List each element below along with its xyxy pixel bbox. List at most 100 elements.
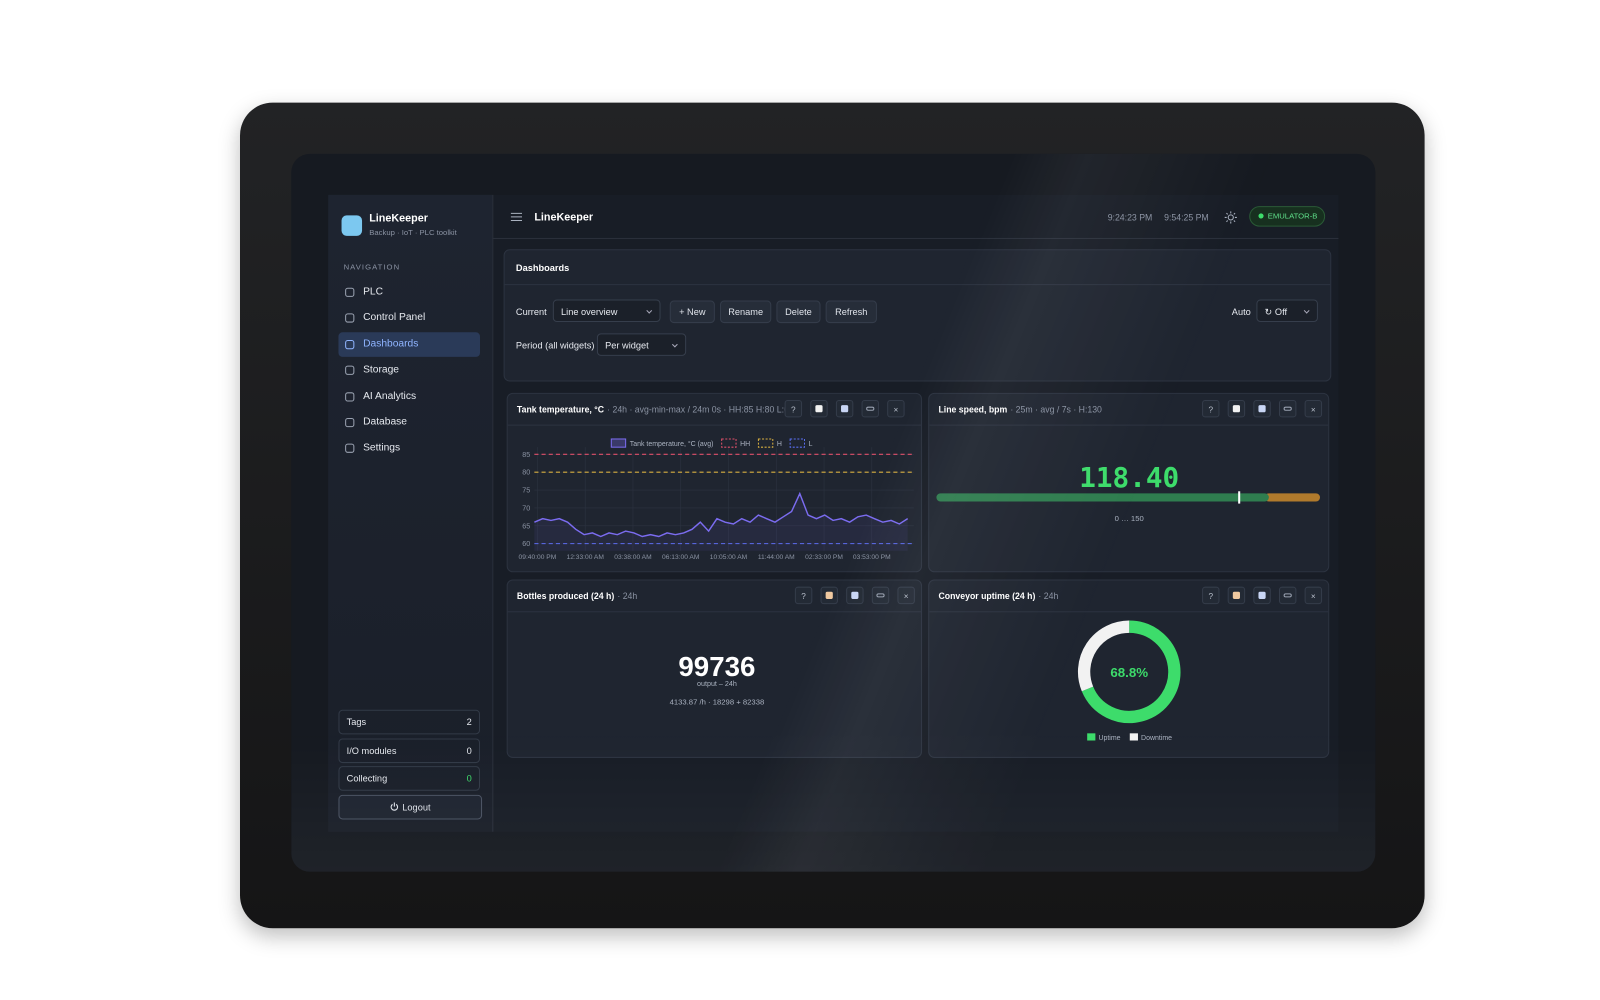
widget-button-link[interactable] (871, 586, 890, 605)
nav-icon (345, 287, 355, 297)
auto-select-value: Off (1274, 306, 1288, 317)
widget-button-icon (1232, 405, 1240, 413)
icon-shape (1258, 591, 1266, 599)
toolbar-title: Dashboards (515, 262, 570, 273)
widget-title: Bottles produced (24 h) · 24h (517, 591, 637, 601)
icon-shape (1232, 591, 1240, 599)
widget-button-link[interactable] (1278, 586, 1297, 605)
widget-button-label: ? (791, 405, 796, 415)
widget-button-copy[interactable] (820, 586, 838, 605)
uptime-donut: 68.8% Uptime Downtime (1077, 620, 1181, 742)
brand: LineKeeper (369, 212, 428, 225)
nav-icon-shape (345, 313, 355, 323)
nav-icon-shape (345, 365, 355, 376)
nav-item[interactable]: PLC (338, 280, 480, 305)
widget-button-export[interactable] (835, 399, 854, 418)
x-tick-label: 06:13:00 AM (662, 554, 699, 561)
widget-title-text: Line speed, bpm (938, 404, 1008, 415)
y-tick-label: 65 (522, 522, 530, 530)
nav-item[interactable]: Storage (338, 358, 480, 383)
nav-icon-shape (345, 443, 355, 454)
widget-button-link[interactable] (1278, 399, 1297, 418)
legend-label: L (809, 441, 813, 448)
toolbar-button[interactable]: Rename (719, 300, 772, 324)
y-tick-label: 85 (522, 451, 530, 459)
widget-title-text: Conveyor uptime (24 h) (938, 590, 1036, 602)
nav-item[interactable]: AI Analytics (338, 384, 480, 409)
widget-button-help[interactable]: ? (1202, 586, 1220, 605)
nav-label: Settings (363, 442, 401, 454)
nav-icon-shape (345, 287, 355, 297)
icon-shape (1232, 405, 1240, 413)
stat-value: 0 (466, 745, 472, 756)
donut-segment (1077, 620, 1130, 692)
period-label: Period (all widgets) (515, 340, 595, 351)
nav-item[interactable]: Control Panel (338, 306, 480, 331)
widget-button-copy[interactable] (1227, 399, 1246, 418)
widget-button-export[interactable] (846, 586, 864, 605)
widget-button-icon (1283, 406, 1292, 411)
legend-swatch (610, 438, 627, 448)
widget-button-copy[interactable] (810, 399, 828, 418)
menu-icon[interactable] (510, 212, 523, 222)
widget-header: Conveyor uptime (24 h) · 24h (929, 581, 1329, 613)
logout-button[interactable]: Logout (338, 794, 483, 820)
x-tick-label: 09:40:00 PM (519, 554, 557, 561)
donut-center-label: 68.8% (1110, 665, 1148, 680)
status-badge: EMULATOR-B (1249, 206, 1326, 227)
widget-title-text: Tank temperature, °C (516, 404, 605, 415)
widget-button-export[interactable] (1253, 586, 1271, 605)
legend-swatch (1129, 733, 1138, 741)
widget-header: Line speed, bpm · 25m · avg / 7s · H:130 (929, 394, 1329, 426)
widget-button-close[interactable]: × (887, 399, 905, 418)
nav-item[interactable]: Settings (338, 436, 480, 461)
y-tick-label: 75 (522, 487, 530, 495)
widget-button-icon (1258, 405, 1266, 413)
widget-title-text: Bottles produced (24 h) (516, 590, 615, 602)
sidebar: LineKeeper Backup · IoT · PLC toolkit NA… (328, 194, 494, 832)
theme-icon[interactable] (1224, 211, 1237, 224)
nav-icon (345, 365, 355, 376)
nav-label: Control Panel (363, 312, 426, 324)
legend-label: HH (740, 441, 750, 448)
toolbar-button[interactable]: Refresh (825, 300, 877, 324)
nav-item[interactable]: Database (338, 410, 480, 435)
widget-button-help[interactable]: ? (1202, 399, 1220, 418)
auto-select[interactable]: ↻ Off (1256, 299, 1318, 323)
widget-button-help[interactable]: ? (784, 399, 803, 418)
widget-title: Conveyor uptime (24 h) · 24h (938, 591, 1058, 601)
dashboard-select-value: Line overview (561, 306, 618, 317)
period-select[interactable]: Per widget (596, 333, 687, 356)
nav-item[interactable]: Dashboards (338, 332, 480, 357)
toolbar-button[interactable]: + New (669, 300, 715, 324)
widget-button-close[interactable]: × (1304, 586, 1323, 605)
stat-label: I/O modules (346, 745, 397, 756)
nav-icon (345, 417, 355, 428)
widget-button-link[interactable] (861, 399, 879, 418)
app: LineKeeper Backup · IoT · PLC toolkit NA… (328, 194, 1339, 832)
widget-header: Tank temperature, °C · 24h · avg-min-max … (507, 394, 922, 426)
nav-label: Storage (363, 364, 400, 376)
widget-title: Line speed, bpm · 25m · avg / 7s · H:130 (938, 404, 1101, 414)
stat-value: 0 (466, 773, 472, 784)
icon-shape (1283, 593, 1292, 598)
time-1: 9:24:23 PM (1107, 212, 1153, 223)
widget-button-icon (876, 593, 885, 598)
x-tick-label: 03:53:00 PM (853, 554, 891, 561)
badge-label: EMULATOR-B (1267, 211, 1318, 221)
stat: Collecting 0 (338, 766, 480, 791)
icon-shape (815, 405, 823, 413)
toolbar-button[interactable]: Delete (776, 300, 821, 324)
nav-heading: NAVIGATION (343, 262, 401, 272)
widget-button-close[interactable]: × (1304, 399, 1323, 418)
widget-button-help[interactable]: ? (794, 586, 813, 605)
widget-button-close[interactable]: × (897, 586, 915, 605)
y-tick-label: 80 (522, 469, 530, 477)
widget-button-label: ? (801, 591, 806, 602)
y-tick-label: 60 (522, 540, 530, 548)
dashboard-select[interactable]: Line overview (552, 299, 661, 323)
widget-button-export[interactable] (1253, 399, 1271, 418)
widget-button-copy[interactable] (1227, 586, 1246, 605)
nav-icon-shape (345, 417, 355, 428)
